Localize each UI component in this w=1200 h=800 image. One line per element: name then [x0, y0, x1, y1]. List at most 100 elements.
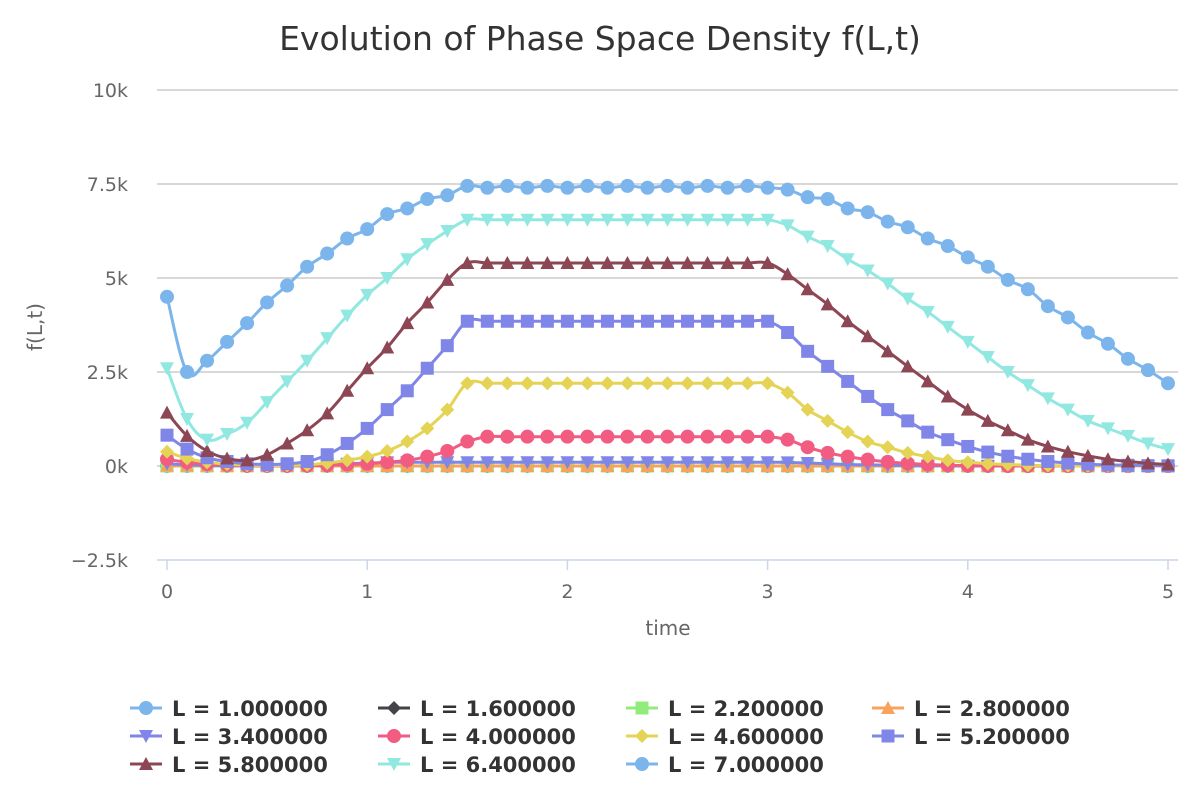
- data-point[interactable]: [801, 344, 815, 358]
- data-point[interactable]: [800, 230, 815, 244]
- data-point[interactable]: [840, 314, 855, 328]
- data-point[interactable]: [500, 314, 514, 328]
- legend-item[interactable]: L = 1.600000: [378, 697, 576, 721]
- data-point[interactable]: [520, 456, 535, 470]
- data-point[interactable]: [200, 353, 215, 368]
- data-point[interactable]: [1020, 379, 1035, 393]
- legend-item[interactable]: L = 5.800000: [130, 753, 328, 777]
- data-point[interactable]: [861, 389, 875, 403]
- data-point[interactable]: [480, 255, 495, 269]
- data-point[interactable]: [540, 456, 555, 470]
- data-point[interactable]: [600, 255, 615, 269]
- data-point[interactable]: [300, 259, 315, 274]
- data-point[interactable]: [540, 314, 554, 328]
- data-point[interactable]: [400, 201, 415, 216]
- data-point[interactable]: [460, 213, 475, 227]
- data-point[interactable]: [720, 456, 735, 470]
- data-point[interactable]: [1140, 456, 1155, 470]
- data-point[interactable]: [1000, 272, 1015, 287]
- data-point[interactable]: [780, 385, 795, 400]
- data-point[interactable]: [760, 180, 775, 195]
- data-point[interactable]: [360, 449, 375, 464]
- data-point[interactable]: [620, 456, 635, 470]
- data-point[interactable]: [160, 362, 174, 376]
- data-point[interactable]: [760, 376, 775, 391]
- data-point[interactable]: [580, 178, 595, 193]
- legend-item[interactable]: L = 1.000000: [130, 697, 328, 721]
- data-point[interactable]: [740, 255, 755, 269]
- data-point[interactable]: [480, 376, 495, 391]
- data-point[interactable]: [520, 213, 535, 227]
- data-point[interactable]: [700, 255, 715, 269]
- data-point[interactable]: [1000, 423, 1015, 437]
- data-point[interactable]: [520, 314, 534, 328]
- data-point[interactable]: [560, 180, 575, 195]
- data-point[interactable]: [821, 359, 835, 373]
- data-point[interactable]: [800, 190, 815, 205]
- data-point[interactable]: [920, 374, 935, 388]
- data-point[interactable]: [700, 178, 715, 193]
- data-point[interactable]: [860, 264, 875, 278]
- data-point[interactable]: [180, 442, 194, 456]
- legend-marker[interactable]: [881, 701, 895, 714]
- data-point[interactable]: [560, 456, 575, 470]
- data-point[interactable]: [1000, 366, 1015, 379]
- data-point[interactable]: [780, 219, 795, 233]
- data-point[interactable]: [540, 178, 555, 193]
- data-point[interactable]: [160, 444, 174, 459]
- data-point[interactable]: [420, 238, 435, 252]
- data-point[interactable]: [1100, 452, 1115, 466]
- data-point[interactable]: [900, 359, 915, 373]
- data-point[interactable]: [420, 449, 435, 464]
- data-point[interactable]: [440, 272, 455, 286]
- data-point[interactable]: [300, 354, 315, 368]
- series-line[interactable]: [165, 217, 1169, 451]
- data-point[interactable]: [440, 339, 454, 353]
- data-point[interactable]: [860, 434, 875, 449]
- data-point[interactable]: [580, 314, 594, 328]
- data-point[interactable]: [900, 445, 915, 460]
- legend-marker[interactable]: [139, 757, 153, 770]
- data-point[interactable]: [820, 192, 835, 207]
- data-point[interactable]: [960, 250, 975, 265]
- data-point[interactable]: [260, 396, 275, 410]
- data-point[interactable]: [560, 314, 574, 328]
- data-point[interactable]: [700, 213, 715, 227]
- data-point[interactable]: [721, 314, 735, 328]
- data-point[interactable]: [1080, 448, 1095, 462]
- data-point[interactable]: [660, 213, 675, 227]
- data-point[interactable]: [680, 255, 695, 269]
- data-point[interactable]: [260, 447, 275, 461]
- data-point[interactable]: [880, 214, 895, 229]
- data-point[interactable]: [740, 456, 755, 470]
- legend-item[interactable]: L = 7.000000: [626, 753, 824, 777]
- data-point[interactable]: [780, 432, 795, 447]
- data-point[interactable]: [1040, 392, 1055, 406]
- data-point[interactable]: [420, 295, 435, 309]
- data-point[interactable]: [560, 429, 575, 444]
- data-point[interactable]: [500, 376, 515, 391]
- legend[interactable]: L = 1.000000 L = 1.600000 L = 2.200000 L = …: [130, 697, 1070, 777]
- data-point[interactable]: [1020, 282, 1035, 297]
- data-point[interactable]: [460, 456, 475, 470]
- data-point[interactable]: [440, 225, 455, 238]
- data-point[interactable]: [1120, 454, 1135, 468]
- data-point[interactable]: [640, 314, 654, 328]
- data-point[interactable]: [600, 456, 615, 470]
- data-point[interactable]: [600, 213, 615, 227]
- data-point[interactable]: [280, 278, 295, 293]
- legend-label[interactable]: L = 1.000000: [172, 697, 328, 721]
- data-point[interactable]: [1100, 422, 1115, 436]
- data-point[interactable]: [400, 434, 415, 449]
- data-point[interactable]: [880, 440, 895, 455]
- data-point[interactable]: [1161, 457, 1175, 471]
- data-point[interactable]: [460, 434, 475, 449]
- legend-label[interactable]: L = 5.200000: [914, 725, 1070, 749]
- data-point[interactable]: [860, 329, 875, 343]
- data-point[interactable]: [980, 413, 995, 427]
- data-point[interactable]: [1060, 403, 1075, 417]
- data-point[interactable]: [500, 429, 515, 444]
- legend-label[interactable]: L = 4.000000: [420, 725, 576, 749]
- legend-item[interactable]: L = 2.800000: [872, 697, 1070, 721]
- legend-label[interactable]: L = 5.800000: [172, 753, 328, 777]
